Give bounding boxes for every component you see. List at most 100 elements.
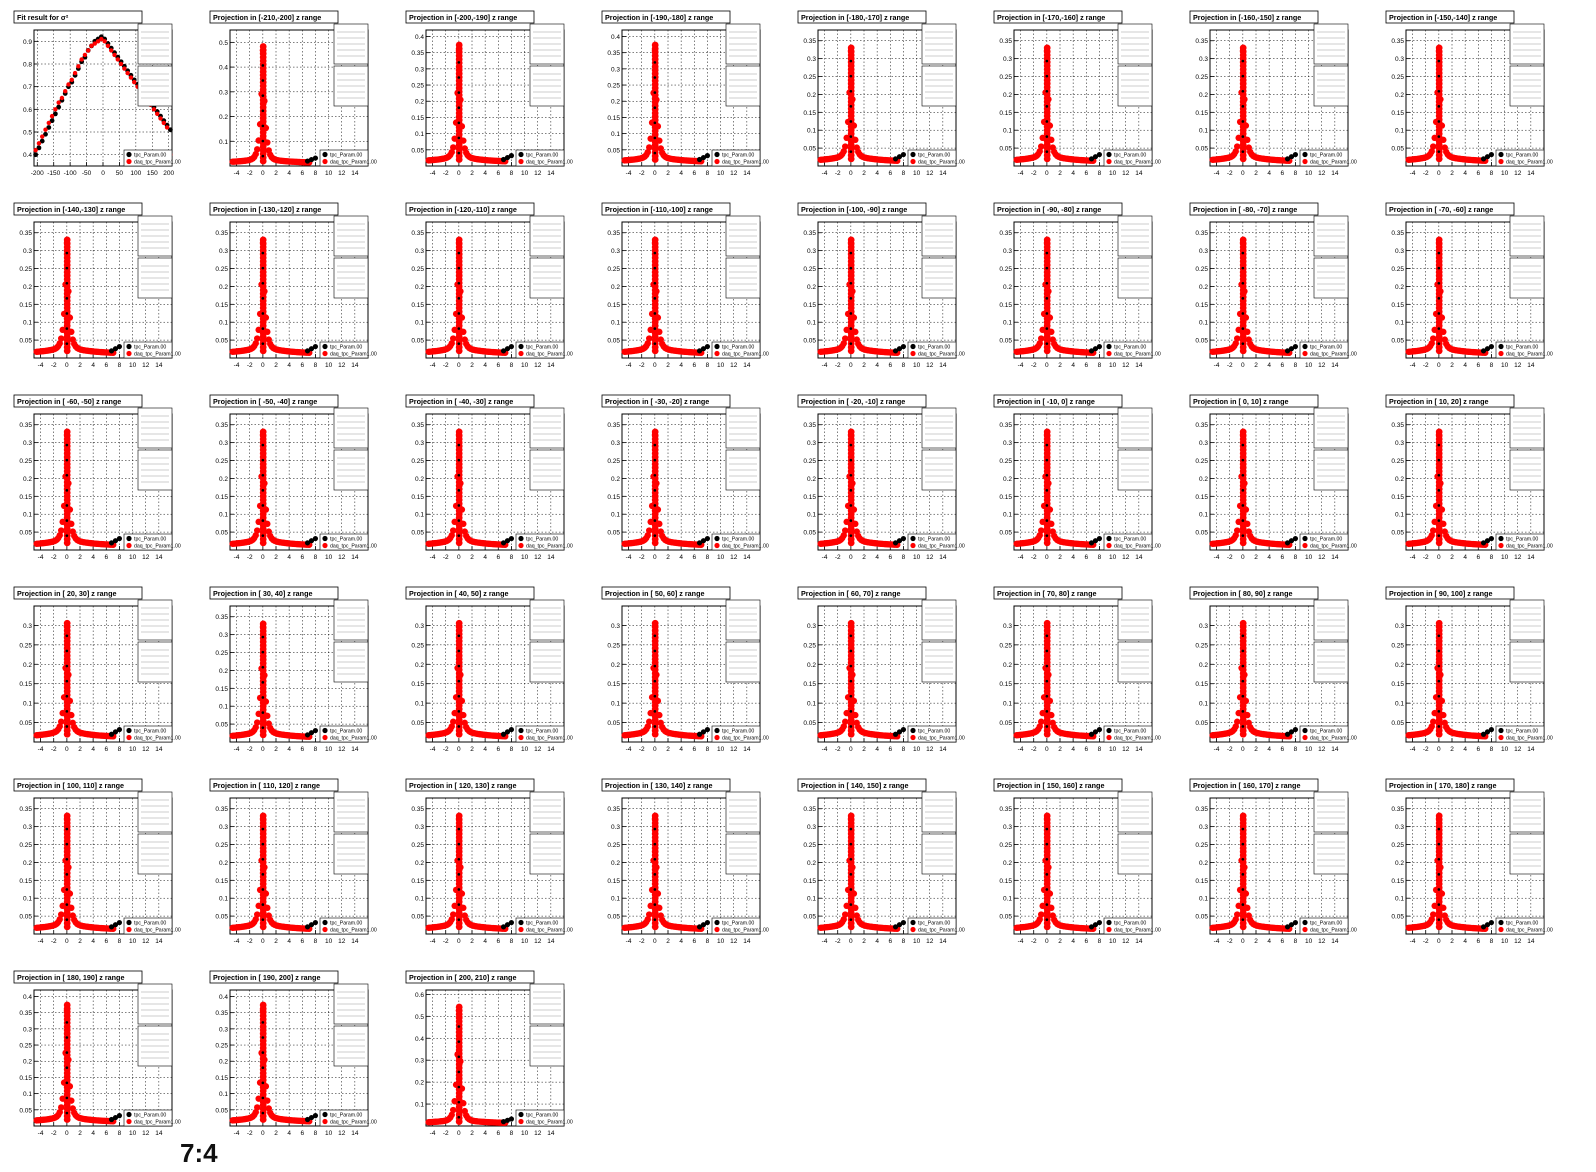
y-tick-label: 0.15 [803,302,816,309]
y-tick-label: 0.25 [215,266,228,273]
chart-panel-25: Projection in [ 30, 40] z range -4 -2 0 2 4 6 8… [209,586,377,753]
y-tick-label: 0.05 [607,147,620,154]
x-tick-label: 14 [155,746,163,753]
data-point-tpc [261,139,265,143]
legend-label-tpc: tpc_Param.00 [722,345,754,351]
data-point-tpc [1096,535,1103,542]
legend-box [515,341,565,359]
x-tick-label: 2 [862,554,866,561]
y-tick-label: 0.3 [219,248,228,255]
y-tick-label: 0.2 [1003,662,1012,669]
x-tick-label: 2 [470,362,474,369]
data-point-daq [259,43,267,50]
x-tick-label: 8 [1294,554,1298,561]
x-tick-label: -2 [247,170,253,177]
y-tick-label: 0.2 [807,92,816,99]
chart-panel-6: Projection in [-160,-150] z range -4 -2 0 2 4… [1189,10,1357,177]
y-tick-label: 0.8 [23,62,32,69]
data-point-daq [651,236,659,244]
y-tick-label: 0.5 [219,40,228,47]
x-tick-label: 8 [314,554,318,561]
x-tick-label: 12 [1514,362,1522,369]
y-tick-label: 0.1 [611,131,620,138]
data-point-tpc [261,635,265,639]
data-point-tpc [65,664,69,668]
chart-title: Projection in [ 40, 50] z range [409,589,508,598]
data-point-daq [76,64,81,69]
y-tick-label: 0.35 [1391,422,1404,429]
data-point-tpc [1241,120,1245,123]
x-tick-label: 6 [888,170,892,177]
x-tick-label: 2 [862,746,866,753]
y-tick-label: 0.35 [999,38,1012,45]
legend-marker-daq [518,734,524,741]
legend-label-daq: daq_tpc_Param1.00 [330,352,377,358]
y-tick-label: 0.3 [611,623,620,630]
legend-label-daq: daq_tpc_Param1.00 [1310,352,1357,358]
data-point-daq [1430,527,1437,534]
x-tick-label: 10 [521,554,529,561]
data-point-tpc [504,346,511,352]
x-tick-label: 10 [1305,362,1313,369]
chart-panel-18: Projection in [ -40, -30] z range -4 -2 0 2 4… [405,394,573,561]
data-point-tpc [457,251,461,255]
y-tick-label: 0.25 [999,266,1012,273]
x-tick-label: 12 [534,362,542,369]
data-point-tpc [56,104,62,110]
x-tick-label: 8 [1490,362,1494,369]
data-point-daq [455,619,463,627]
x-tick-label: 4 [679,170,683,177]
chart-title: Projection in [-180,-170] z range [801,13,909,22]
x-tick-label: 12 [534,170,542,177]
data-point-tpc [1241,266,1245,270]
legend-label-tpc: tpc_Param.00 [134,729,166,735]
chart-title-box [209,202,339,216]
data-point-tpc [1045,679,1049,683]
x-tick-label: 0 [457,362,461,369]
data-point-daq [56,100,61,105]
data-point-tpc [1292,535,1299,542]
legend-marker-daq [910,542,916,549]
data-point-tpc [1241,135,1245,138]
y-tick-label: 0.05 [411,338,424,345]
x-tick-label: 0 [101,170,105,177]
legend-marker-tpc [910,535,916,542]
x-tick-label: -2 [1423,170,1429,177]
x-tick-label: 8 [902,362,906,369]
data-point-tpc [261,665,265,669]
y-tick-label: 0.1 [415,701,424,708]
x-tick-label: 8 [1098,170,1102,177]
legend-marker-daq [1302,542,1308,549]
data-point-daq [651,41,659,49]
y-tick-label: 0.2 [611,99,620,106]
data-point-daq [92,41,97,46]
data-point-tpc [653,725,657,728]
x-tick-label: 14 [1331,170,1339,177]
x-tick-label: -4 [1410,362,1416,369]
data-point-daq [58,527,65,534]
data-point-tpc [1437,74,1441,78]
data-point-tpc [457,664,461,668]
data-point-tpc [653,634,657,638]
y-tick-label: 0.35 [1391,230,1404,237]
y-tick-label: 0.35 [411,230,424,237]
legend-label-daq: daq_tpc_Param1.00 [1310,544,1357,550]
y-tick-label: 0.2 [611,476,620,483]
y-tick-label: 0.05 [999,530,1012,537]
legend-box [123,149,173,167]
legend-label-daq: daq_tpc_Param1.00 [330,736,377,742]
data-point-tpc [108,348,115,354]
data-point-tpc [849,120,853,123]
chart-title: Projection in [-130,-120] z range [213,205,321,214]
data-point-tpc [1045,281,1049,285]
data-point-tpc [261,519,265,522]
x-tick-label: 4 [875,554,879,561]
data-point-tpc [1437,458,1441,462]
x-tick-label: 14 [1135,746,1143,753]
data-point-tpc [65,710,69,713]
x-tick-label: 10 [1305,170,1313,177]
y-tick-label: 0.3 [219,89,228,96]
x-tick-label: 8 [314,170,318,177]
x-tick-label: -4 [38,362,44,369]
legend-box [907,149,957,167]
